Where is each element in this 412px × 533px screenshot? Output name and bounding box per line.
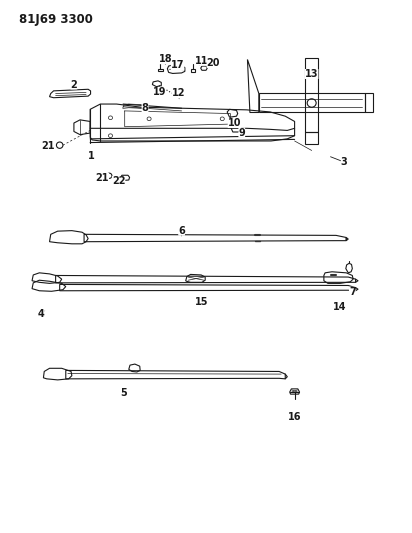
Text: 81J69 3300: 81J69 3300 (19, 13, 93, 26)
Text: 3: 3 (341, 157, 348, 167)
Text: 22: 22 (112, 176, 125, 186)
Text: 9: 9 (239, 127, 245, 138)
Text: 5: 5 (121, 388, 127, 398)
Text: 6: 6 (178, 225, 185, 236)
Text: 13: 13 (305, 69, 318, 79)
Text: 11: 11 (195, 56, 209, 66)
Text: 19: 19 (152, 87, 166, 98)
Text: 2: 2 (70, 79, 77, 90)
Text: 16: 16 (288, 412, 301, 422)
Text: 21: 21 (96, 173, 109, 183)
Text: 1: 1 (88, 151, 95, 161)
Text: 18: 18 (159, 54, 172, 64)
Text: 7: 7 (349, 287, 356, 297)
Text: 10: 10 (228, 118, 241, 128)
Text: 8: 8 (142, 103, 148, 114)
Text: 17: 17 (171, 60, 184, 70)
Text: 14: 14 (332, 302, 346, 312)
Text: 21: 21 (42, 141, 55, 151)
Text: 20: 20 (206, 58, 220, 68)
Text: 4: 4 (38, 309, 45, 319)
Text: 12: 12 (172, 88, 185, 99)
Text: 15: 15 (195, 297, 209, 308)
